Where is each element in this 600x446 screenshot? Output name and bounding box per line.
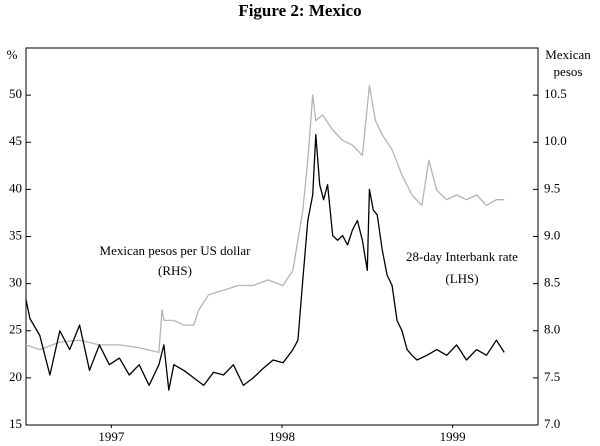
y-tick-label: 30 — [9, 275, 22, 290]
y-tick-label: 45 — [9, 133, 22, 148]
y2-axis-label: Mexican — [545, 47, 591, 62]
y-tick-label: 40 — [9, 180, 22, 195]
y-tick-label: 15 — [9, 416, 22, 431]
y2-tick-label: 7.0 — [544, 416, 560, 431]
x-tick-label: 1999 — [440, 429, 466, 444]
y2-tick-label: 8.0 — [544, 322, 560, 337]
y2-tick-label: 8.5 — [544, 275, 560, 290]
annotation: Mexican pesos per US dollar — [100, 243, 252, 258]
y2-tick-label: 10.0 — [544, 133, 567, 148]
annotation: (LHS) — [445, 271, 478, 286]
y2-tick-label: 9.5 — [544, 180, 560, 195]
x-tick-label: 1997 — [98, 429, 125, 444]
x-tick-label: 1998 — [269, 429, 295, 444]
line-series — [25, 134, 505, 391]
y-tick-label: 25 — [9, 322, 22, 337]
y2-tick-label: 10.5 — [544, 86, 567, 101]
annotation: 28-day Interbank rate — [406, 249, 518, 264]
plot-frame — [25, 47, 539, 426]
line-series — [25, 85, 505, 354]
y2-tick-label: 7.5 — [544, 369, 560, 384]
y2-tick-label: 9.0 — [544, 227, 560, 242]
y-tick-label: 50 — [9, 86, 22, 101]
y2-axis-label: pesos — [554, 64, 583, 79]
chart-title: Figure 2: Mexico — [238, 1, 361, 20]
y-tick-label: 20 — [9, 369, 22, 384]
annotation: (RHS) — [158, 263, 192, 278]
y-axis-label: % — [7, 47, 18, 62]
y-tick-label: 35 — [9, 227, 22, 242]
